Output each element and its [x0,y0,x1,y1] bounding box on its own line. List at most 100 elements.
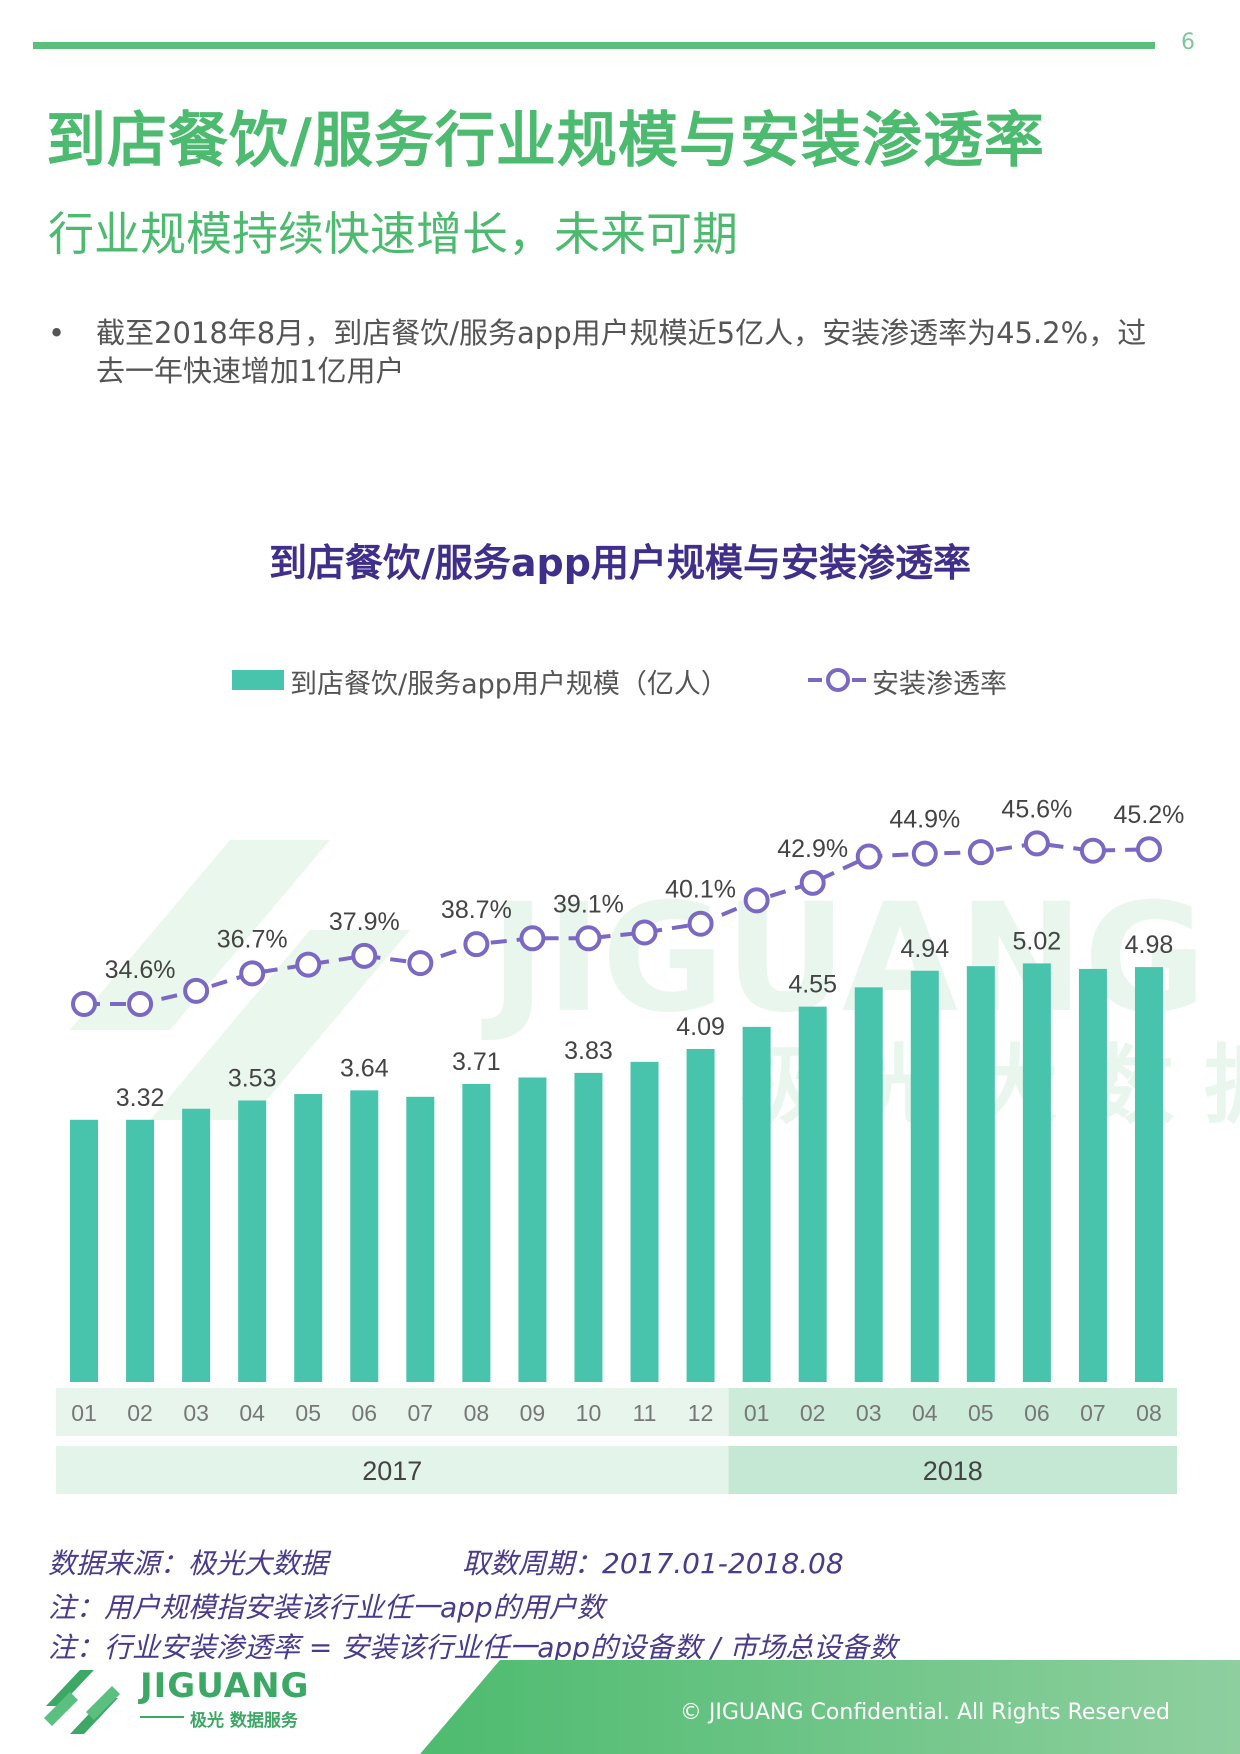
source-note: 数据来源：极光大数据 [48,1547,329,1580]
line-data-label: 38.7% [441,896,512,924]
line-point [855,843,882,870]
bar [406,1096,435,1382]
bar [686,1048,715,1382]
bar-data-label: 4.98 [1125,931,1174,959]
month-tick-label: 12 [688,1400,714,1426]
bar [574,1072,603,1382]
line-point [239,960,266,987]
line-data-label: 42.9% [777,835,848,863]
year-axis-band [56,1446,729,1494]
legend-bar-label: 到店餐饮/服务app用户规模（亿人） [290,669,728,700]
bullet-marker: • [48,316,66,350]
month-tick-label: 01 [744,1400,770,1426]
line-point [1135,836,1162,863]
month-tick-label: 08 [464,1400,490,1426]
chart: JIGUANG极光大数据3.323.533.643.713.834.094.55… [56,795,1240,1494]
month-tick-label: 08 [1136,1400,1162,1426]
line-point [911,840,938,867]
legend-line-label: 安装渗透率 [872,669,1007,700]
watermark-logo-shape [70,840,330,1030]
line-data-label: 40.1% [665,876,736,904]
page-subtitle: 行业规模持续快速增长，未来可期 [48,207,738,261]
month-tick-label: 11 [633,1400,657,1426]
bar [742,1026,771,1382]
page-title: 到店餐饮/服务行业规模与安装渗透率 [46,106,1045,176]
line-data-label: 44.9% [889,806,960,834]
bar-data-label: 4.94 [900,935,949,963]
month-tick-label: 03 [856,1400,882,1426]
bar [1134,967,1163,1382]
line-point [351,942,378,969]
month-tick-label: 03 [183,1400,209,1426]
bar-data-label: 4.55 [788,971,837,999]
line-point [631,919,658,946]
bar-data-label: 3.32 [116,1084,165,1112]
logo-subtitle: 极光 数据服务 [190,1711,298,1731]
line-point [687,910,714,937]
logo-wordmark: JIGUANG [140,1666,310,1706]
bar [630,1061,659,1382]
legend-bar-swatch [232,670,284,690]
bar [966,966,995,1382]
bar-data-label: 3.53 [228,1064,277,1092]
footer-band [420,1660,1240,1754]
bar [798,1006,827,1382]
bar [350,1090,379,1382]
line-point [295,951,322,978]
month-tick-label: 04 [912,1400,938,1426]
month-tick-label: 02 [800,1400,826,1426]
month-tick-label: 02 [127,1400,153,1426]
month-tick-label: 06 [1024,1400,1050,1426]
logo-rule [140,1716,184,1718]
month-tick-label: 10 [576,1400,602,1426]
bar [518,1077,547,1382]
top-rule [33,42,1155,49]
page-number: 6 [1181,30,1195,55]
bar [294,1094,323,1382]
month-axis-band [728,1388,1177,1436]
chart-title: 到店餐饮/服务app用户规模与安装渗透率 [269,541,971,585]
year-tick-label: 2018 [923,1456,983,1486]
bar-data-label: 3.83 [564,1037,613,1065]
line-data-label: 45.2% [1114,801,1185,829]
bar-data-label: 4.09 [676,1013,725,1041]
line-data-label: 36.7% [217,925,288,953]
line-point [519,925,546,952]
line-point [799,869,826,896]
month-tick-label: 04 [239,1400,265,1426]
line-point [127,991,154,1017]
line-data-label: 34.6% [105,956,176,984]
watermark-logo-shape [150,930,410,1120]
jiguang-logo-icon [44,1670,120,1734]
line-point [575,925,602,952]
bar [70,1119,99,1382]
line-data-label: 45.6% [1001,795,1072,823]
bar [462,1083,491,1382]
bar [854,987,883,1382]
period-note: 取数周期：2017.01-2018.08 [462,1547,844,1580]
bar [238,1100,267,1382]
year-tick-label: 2017 [362,1456,422,1486]
bar [1022,963,1051,1382]
legend-line-swatch [808,668,874,692]
line-point [967,839,994,866]
note-penetration: 注：行业安装渗透率 = 安装该行业任一app的设备数 / 市场总设备数 [48,1631,898,1664]
bar-data-label: 5.02 [1013,927,1062,955]
line-data-label: 39.1% [553,890,624,918]
chart-legend: 到店餐饮/服务app用户规模（亿人） 安装渗透率 [0,662,1240,700]
month-tick-label: 09 [520,1400,546,1426]
month-tick-label: 07 [408,1400,434,1426]
year-axis-band [728,1446,1177,1494]
line-point [407,950,434,977]
month-tick-label: 07 [1080,1400,1106,1426]
month-axis-band [56,1388,729,1436]
month-tick-label: 01 [71,1400,97,1426]
month-tick-label: 05 [968,1400,994,1426]
month-tick-label: 06 [351,1400,377,1426]
line-point [463,931,490,958]
line-point [1023,830,1050,857]
bullet-text: 截至2018年8月，到店餐饮/服务app用户规模近5亿人，安装渗透率为45.2%… [96,316,1147,388]
line-point [71,991,98,1017]
month-tick-label: 05 [295,1400,321,1426]
line-point [183,977,210,1004]
